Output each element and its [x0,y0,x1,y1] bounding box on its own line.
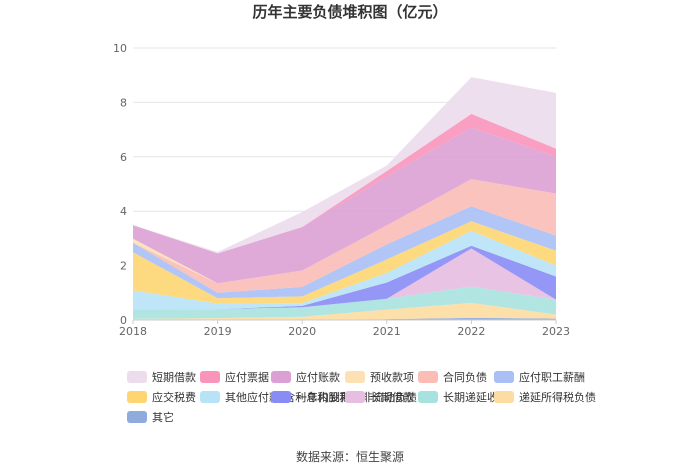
area-1 [133,302,556,320]
legend-label: 合同负债 [443,370,487,384]
legend: 短期借款应付票据应付账款预收款项合同负债应付职工薪酬应交税费其他应付款(含利息和… [127,370,596,424]
legend-swatch [494,371,514,383]
legend-label: 短期借款 [152,370,196,384]
legend-swatch [127,391,147,403]
x-tick-label: 2023 [542,325,570,338]
legend-swatch [418,371,438,383]
x-tick-label: 2022 [457,325,485,338]
y-tick-label: 4 [120,205,127,218]
legend-swatch [200,391,220,403]
area-12 [133,77,556,254]
legend-swatch [127,411,147,423]
area-4 [133,245,556,310]
area-6 [133,221,556,304]
x-tick-label: 2019 [204,325,232,338]
area-series [133,77,556,320]
legend-label: 预收款项 [370,370,414,384]
area-2 [133,286,556,319]
axes: 0 2 4 6 8 10 2018 2019 2020 2021 2022 2023 [113,42,570,338]
legend-item[interactable]: 预收款项 [345,370,414,384]
legend-item[interactable]: 递延所得税负债 [494,390,596,404]
legend-item[interactable]: 应付账款 [271,370,340,384]
chart-title: 历年主要负债堆积图（亿元） [252,3,447,21]
area-3 [133,248,556,310]
legend-item[interactable]: 应付票据 [200,370,269,384]
legend-label: 应付票据 [225,370,269,384]
data-source-note: 数据来源：恒生聚源 [296,449,404,464]
legend-label: 长期递延收益 [443,390,509,404]
legend-label: 应付账款 [296,370,340,384]
legend-swatch [345,371,365,383]
legend-swatch [418,391,438,403]
legend-item[interactable]: 其它 [127,410,174,424]
legend-item[interactable]: 短期借款 [127,370,196,384]
legend-swatch [200,371,220,383]
legend-swatch [127,371,147,383]
legend-item[interactable]: 应交税费 [127,390,196,404]
legend-swatch [345,391,365,403]
legend-label: 其它 [152,410,174,424]
legend-item[interactable]: 长期借款 [345,390,414,404]
legend-item[interactable]: 合同负债 [418,370,487,384]
x-tick-label: 2018 [119,325,147,338]
legend-swatch [271,391,291,403]
y-tick-label: 10 [113,42,127,55]
area-8 [133,179,556,293]
area-5 [133,230,556,310]
legend-swatch [271,371,291,383]
y-tick-label: 6 [120,151,127,164]
x-tick-label: 2021 [373,325,401,338]
area-10 [133,127,556,284]
legend-label: 应付职工薪酬 [519,370,585,384]
x-tick-label: 2020 [288,325,316,338]
y-tick-label: 2 [120,260,127,273]
legend-item[interactable]: 长期递延收益 [418,390,509,404]
legend-label: 应交税费 [152,390,196,404]
area-0 [133,317,556,320]
y-tick-label: 8 [120,96,127,109]
legend-label: 长期借款 [370,390,414,404]
area-7 [133,206,556,299]
legend-swatch [494,391,514,403]
legend-label: 递延所得税负债 [519,390,596,404]
y-tick-label: 0 [120,314,127,327]
legend-item[interactable]: 应付职工薪酬 [494,370,585,384]
